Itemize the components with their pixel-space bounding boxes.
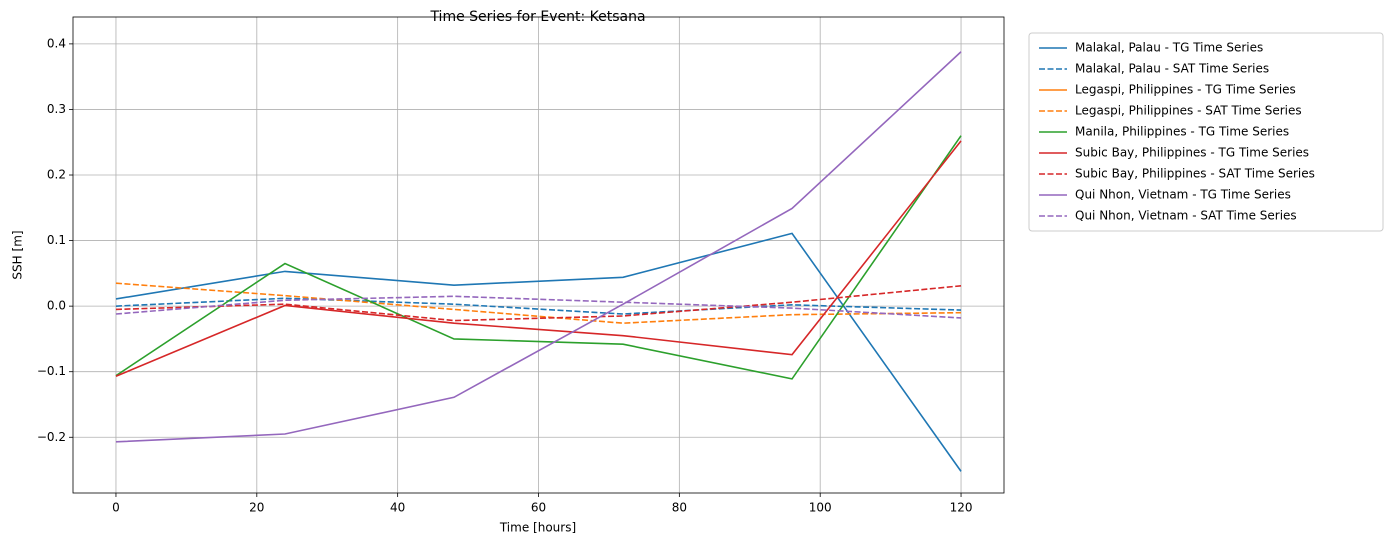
- y-tick-label: 0.1: [47, 233, 66, 247]
- legend-label: Manila, Philippines - TG Time Series: [1075, 125, 1289, 139]
- series-line: [115, 135, 962, 380]
- legend-label: Malakal, Palau - SAT Time Series: [1075, 62, 1269, 76]
- x-tick-label: 100: [809, 501, 832, 515]
- x-tick-label: 120: [950, 501, 973, 515]
- series-line: [115, 285, 962, 322]
- legend-label: Legaspi, Philippines - SAT Time Series: [1075, 104, 1302, 118]
- y-tick-label: 0.4: [47, 36, 66, 50]
- legend-label: Subic Bay, Philippines - TG Time Series: [1075, 146, 1309, 160]
- x-tick-label: 0: [112, 501, 120, 515]
- y-axis-label: SSH [m]: [11, 230, 25, 279]
- series-line: [115, 282, 962, 324]
- series-line: [115, 297, 962, 315]
- plot-frame: [72, 16, 1005, 494]
- legend-label: Qui Nhon, Vietnam - SAT Time Series: [1075, 209, 1297, 223]
- y-tick-label: −0.2: [37, 430, 66, 444]
- series-line: [115, 51, 962, 443]
- y-tick-label: 0.3: [47, 102, 66, 116]
- x-tick-label: 40: [390, 501, 405, 515]
- y-tick-label: 0.0: [47, 299, 66, 313]
- series-line: [115, 295, 962, 319]
- series-line: [115, 232, 962, 472]
- x-tick-label: 80: [672, 501, 687, 515]
- x-tick-label: 20: [249, 501, 264, 515]
- y-tick-label: 0.2: [47, 168, 66, 182]
- legend-box: [1028, 32, 1384, 232]
- x-tick-label: 60: [531, 501, 546, 515]
- legend-label: Subic Bay, Philippines - SAT Time Series: [1075, 167, 1315, 181]
- y-tick-label: −0.1: [37, 364, 66, 378]
- series-line: [115, 140, 962, 378]
- x-axis-label: Time [hours]: [499, 521, 576, 535]
- legend-label: Qui Nhon, Vietnam - TG Time Series: [1075, 188, 1291, 202]
- legend-label: Malakal, Palau - TG Time Series: [1075, 41, 1263, 55]
- legend-label: Legaspi, Philippines - TG Time Series: [1075, 83, 1296, 97]
